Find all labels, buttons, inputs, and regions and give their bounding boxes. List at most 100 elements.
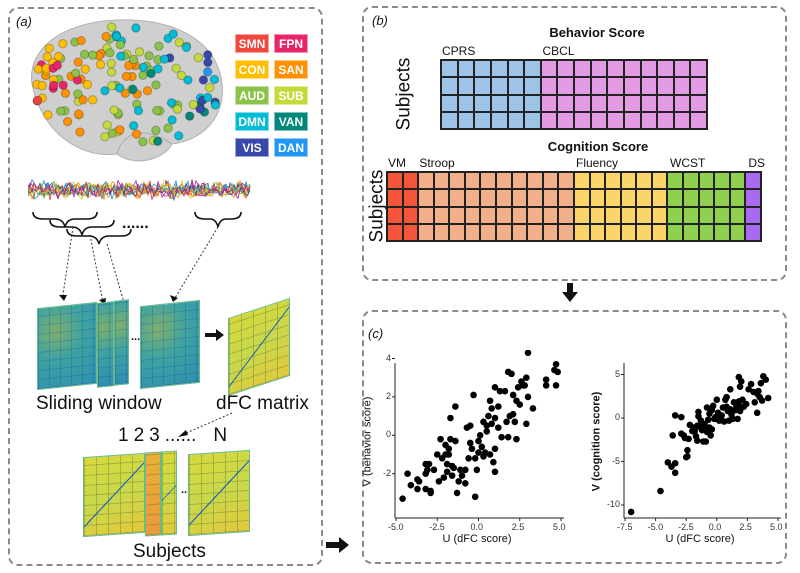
score-cell	[729, 172, 746, 190]
group-label-stroop: Stroop	[419, 156, 455, 170]
node-dot	[56, 106, 66, 116]
cognition-scatter-plot	[621, 363, 781, 521]
score-cell	[683, 223, 699, 241]
score-cell	[540, 60, 558, 78]
node-dot	[109, 105, 119, 115]
score-cell	[698, 189, 715, 207]
data-point	[703, 404, 711, 411]
score-cell	[524, 77, 541, 95]
window-matrix	[37, 301, 97, 391]
data-point	[448, 472, 456, 479]
data-point	[513, 435, 520, 443]
node-dot	[82, 79, 93, 90]
node-dot	[73, 89, 83, 99]
node-dot	[100, 131, 110, 142]
node-dot	[106, 67, 117, 77]
data-point	[486, 451, 494, 458]
subject-matrix	[161, 450, 177, 536]
data-point	[514, 384, 522, 391]
node-dot	[183, 75, 193, 85]
score-cell	[441, 111, 458, 129]
node-dot	[174, 131, 184, 141]
node-dot	[151, 80, 161, 90]
x-tick-label: -2.5	[429, 522, 445, 532]
cognition-title: Cognition Score	[547, 139, 649, 154]
score-cell	[590, 60, 608, 78]
brain-network-image	[31, 19, 223, 162]
node-dot	[32, 95, 43, 106]
data-point	[678, 413, 685, 421]
score-cell	[527, 223, 543, 241]
data-point	[509, 391, 517, 399]
data-point	[443, 468, 451, 476]
score-cell	[480, 189, 497, 207]
y-tick-label: 4	[385, 352, 391, 363]
score-cell	[418, 189, 434, 207]
node-dot	[131, 23, 141, 33]
score-cell	[418, 206, 434, 224]
data-point	[471, 455, 479, 462]
score-cell	[542, 223, 559, 241]
legend-item-con: CON	[235, 60, 269, 79]
subject-number: 1	[118, 425, 129, 446]
data-point	[762, 376, 770, 384]
score-cell	[557, 60, 574, 78]
brace-icon	[32, 211, 98, 228]
node-dot	[203, 92, 213, 103]
score-cell	[605, 189, 621, 207]
score-cell	[657, 94, 674, 112]
score-cell	[683, 206, 699, 224]
score-cell	[729, 189, 746, 207]
score-cell	[667, 189, 684, 207]
time-series-line	[28, 179, 251, 201]
node-dot	[121, 71, 132, 82]
score-cell	[623, 77, 641, 95]
score-cell	[620, 223, 637, 241]
data-point	[422, 470, 429, 477]
score-cell	[540, 77, 558, 95]
score-cell	[683, 189, 699, 207]
score-cell	[474, 77, 491, 95]
score-cell	[457, 111, 475, 129]
panel-b-label: (b)	[372, 13, 388, 28]
score-cell	[690, 60, 707, 78]
node-dot	[193, 53, 204, 63]
node-dot	[152, 136, 163, 146]
panel-a	[8, 7, 323, 566]
data-point	[524, 393, 532, 401]
arrow-down-icon	[567, 283, 573, 293]
score-cell	[558, 206, 574, 224]
score-cell	[729, 223, 746, 241]
data-point	[440, 474, 448, 481]
data-point	[414, 485, 421, 493]
score-cell	[573, 172, 590, 190]
panel-c	[362, 310, 787, 564]
node-dot	[115, 125, 125, 135]
x-tick-label: 5.0	[770, 522, 783, 532]
node-dot	[166, 98, 177, 108]
score-cell	[590, 77, 608, 95]
data-point	[491, 468, 499, 476]
score-cell	[673, 60, 691, 78]
data-point	[684, 446, 691, 454]
x-axis-label: U (dFC score)	[665, 533, 735, 545]
score-cell	[433, 172, 450, 190]
data-point	[495, 424, 502, 431]
score-cell	[387, 223, 403, 241]
score-cell	[496, 189, 512, 207]
node-dot	[79, 49, 90, 60]
data-point	[554, 368, 561, 376]
data-point	[476, 432, 484, 439]
score-cell	[433, 206, 450, 224]
node-dot	[71, 68, 81, 78]
score-cell	[557, 94, 574, 112]
score-cell	[590, 94, 608, 112]
node-dot	[172, 104, 183, 114]
score-cell	[474, 111, 491, 129]
behavior-row-label: Subjects	[393, 57, 415, 131]
node-dot	[144, 51, 154, 61]
data-point	[542, 382, 550, 389]
data-point	[736, 383, 744, 390]
score-cell	[387, 189, 403, 207]
score-cell	[589, 223, 606, 241]
